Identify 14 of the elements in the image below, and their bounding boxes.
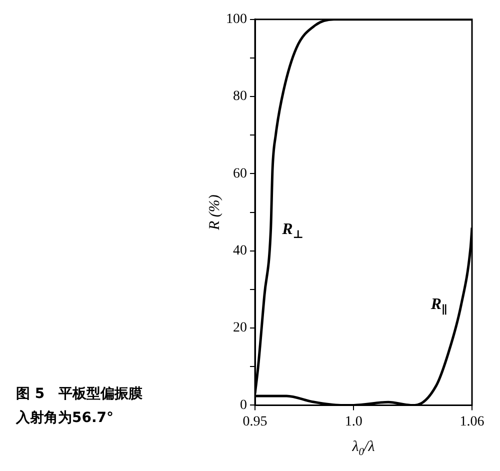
y-tick-label: 60 — [233, 166, 247, 182]
series-label: R∥ — [430, 296, 448, 316]
series-label: R⊥ — [281, 220, 304, 242]
x-tick-label: 1.06 — [460, 414, 484, 430]
y-tick-label: 20 — [233, 320, 247, 336]
caption: 图 5 平板型偏振膜 — [16, 386, 144, 402]
x-tick-label: 0.95 — [242, 414, 268, 430]
x-tick-label: 1.0 — [344, 414, 362, 430]
y-tick-label: 100 — [226, 12, 247, 28]
y-tick-label: 0 — [240, 398, 247, 413]
y-tick-label: 40 — [233, 244, 247, 259]
text: 入射角为56.7° — [15, 410, 114, 426]
y-axis-title: R (%) — [206, 194, 223, 231]
y-tick-label: 80 — [233, 89, 247, 104]
